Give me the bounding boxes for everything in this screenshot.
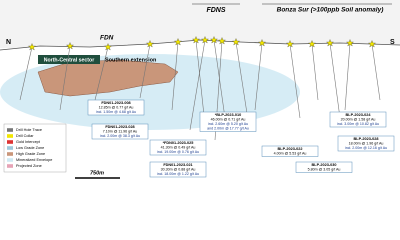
callout-box xyxy=(149,161,207,178)
legend-swatch xyxy=(7,164,13,168)
drill-trace xyxy=(94,46,109,101)
sector-label: North-Central sector xyxy=(44,57,94,63)
callout-line: incl. 2.00m @ 38.3 g/t Au xyxy=(100,134,140,138)
drill-trace xyxy=(311,43,319,101)
callout-title: BLP-2023-022 xyxy=(278,147,303,151)
callout-title: FDN01-2023-028 xyxy=(105,125,134,129)
fdns-label: FDNS xyxy=(206,7,225,14)
callout-title: BLP-2023-024 xyxy=(346,113,372,117)
callout-box xyxy=(337,135,395,152)
legend-swatch xyxy=(7,152,13,156)
callout-box xyxy=(199,111,257,132)
drill-collar xyxy=(146,40,154,48)
drill-trace xyxy=(59,45,71,111)
drill-collar xyxy=(232,38,240,46)
legend-swatch xyxy=(7,158,13,162)
callout-box xyxy=(329,111,387,128)
page: FDNS Bonza Sur (>100ppb Soil anomaly) N … xyxy=(0,0,400,179)
drill-trace xyxy=(19,46,33,101)
callout-title: BLP-2023-028 xyxy=(354,137,379,141)
callout-line: 7.10m @ 11.96 g/t Au xyxy=(103,129,138,133)
drill-trace xyxy=(139,43,151,99)
callout-box xyxy=(261,145,319,157)
callout-line: 18.00m @ 1.96 g/t Au xyxy=(349,141,384,145)
callout-line: and 2.00m @ 17.77 g/t Au xyxy=(207,126,249,130)
drill-trace xyxy=(254,42,263,111)
south-label: S xyxy=(390,39,395,46)
callout-line: incl. 1.50m @ 4.68 g/t Au xyxy=(96,110,136,114)
drill-collar xyxy=(308,40,316,48)
drill-collar xyxy=(368,40,376,48)
callout-line: 41.30m @ 0.49 g/t Au xyxy=(161,145,196,149)
legend-label: Mineralized Envelope xyxy=(16,158,52,162)
sector-label: Southern extension xyxy=(105,57,157,63)
legend: Drill Hole Trace Drill Collar Gold Interce… xyxy=(3,123,67,173)
drill-collar xyxy=(258,39,266,47)
callout-title: FDN01-2023-021 xyxy=(163,163,192,167)
high-grade-zone xyxy=(37,59,179,97)
drill-trace xyxy=(289,43,301,119)
legend-label: Drill Collar xyxy=(16,134,34,138)
callout-line: 46.00m @ 0.71 g/t Au xyxy=(211,117,246,121)
section-diagram: FDNS Bonza Sur (>100ppb Soil anomaly) N … xyxy=(0,0,400,179)
scale-label: 750m xyxy=(90,170,104,176)
drill-trace xyxy=(195,39,206,126)
callout-box xyxy=(295,161,353,173)
callout-line: incl. 19.00m @ 0.76 g/t Au xyxy=(157,150,199,154)
drill-collar xyxy=(192,36,200,44)
topography xyxy=(0,39,400,51)
legend-label: High Grade Zone xyxy=(16,152,45,156)
drill-collar xyxy=(326,39,334,47)
legend-label: Low Grade Zone xyxy=(16,146,44,150)
drill-trace xyxy=(171,41,179,111)
north-label: N xyxy=(6,39,11,46)
callout-box xyxy=(149,139,207,156)
callout-line: incl. 18.00m @ 1.22 g/t Au xyxy=(157,172,199,176)
drill-collar xyxy=(218,37,226,45)
drill-collar xyxy=(286,40,294,48)
legend-swatch xyxy=(7,134,13,138)
drill-collar xyxy=(28,43,36,51)
callout-title: BLP-2023-030 xyxy=(312,163,337,167)
legend-label: Drill Hole Trace xyxy=(16,128,42,132)
callout-line: 30.30m @ 0.88 g/t Au xyxy=(161,167,196,171)
drill-collar xyxy=(346,39,354,47)
legend-box xyxy=(3,123,67,173)
legend-swatch xyxy=(7,128,13,132)
legend-swatch xyxy=(7,146,13,150)
drill-trace xyxy=(344,42,351,111)
callout-title: *FDN01-2023-025 xyxy=(163,141,194,145)
legend-swatch xyxy=(7,140,13,144)
callout-line: incl. 3.00m @ 10.82 g/t Au xyxy=(337,122,379,126)
callout-title: *BLP-2023-010 xyxy=(215,113,241,117)
sector-box xyxy=(38,55,100,64)
legend-label: Gold Intercept xyxy=(16,140,41,144)
drill-trace xyxy=(189,39,206,131)
callout-line: 12.85m @ 0.77 g/t Au xyxy=(99,105,134,109)
callout-line: 20.00m @ 1.58 g/t Au xyxy=(341,117,376,121)
bonza-label: Bonza Sur (>100ppb Soil anomaly) xyxy=(277,7,384,14)
drill-collar xyxy=(201,36,209,44)
callout-line: 4.00m @ 5.53 g/t Au xyxy=(274,151,307,155)
drill-trace xyxy=(329,42,341,119)
drill-collar xyxy=(66,42,74,50)
callout-line: 5.80m @ 3.05 g/t Au xyxy=(308,167,341,171)
drill-collar xyxy=(210,36,218,44)
callout-box xyxy=(87,99,145,116)
callout-box xyxy=(91,123,149,140)
drill-collar xyxy=(174,38,182,46)
drill-collar xyxy=(104,43,112,51)
fdn-label: FDN xyxy=(100,35,114,42)
legend-label: Projected Zone xyxy=(16,164,42,168)
callout-line: incl. 2.60m @ 5.20 g/t Au xyxy=(208,122,248,126)
drill-trace xyxy=(235,41,249,121)
callout-title: FDN01-2023-008 xyxy=(101,101,130,105)
callout-line: incl. 2.00m @ 12.16 g/t Au xyxy=(345,146,387,150)
drill-trace xyxy=(371,43,381,101)
